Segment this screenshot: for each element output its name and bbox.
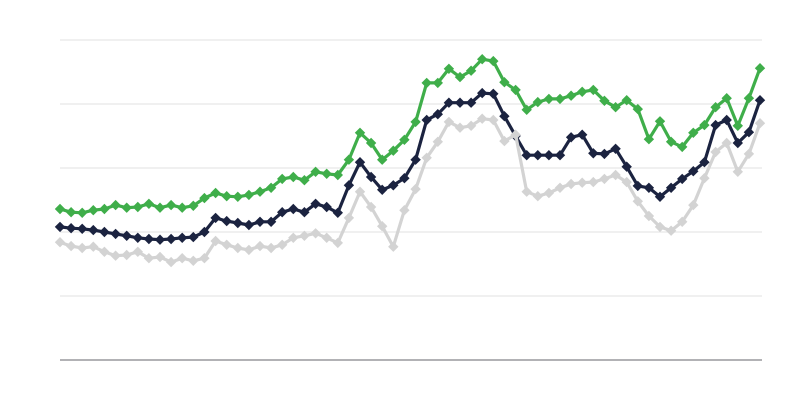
series-navy-line bbox=[58, 91, 762, 242]
series-green-line bbox=[58, 57, 762, 215]
series-gray-line bbox=[58, 117, 762, 264]
series-gray-markers bbox=[54, 113, 766, 268]
series-navy-markers bbox=[54, 87, 766, 245]
